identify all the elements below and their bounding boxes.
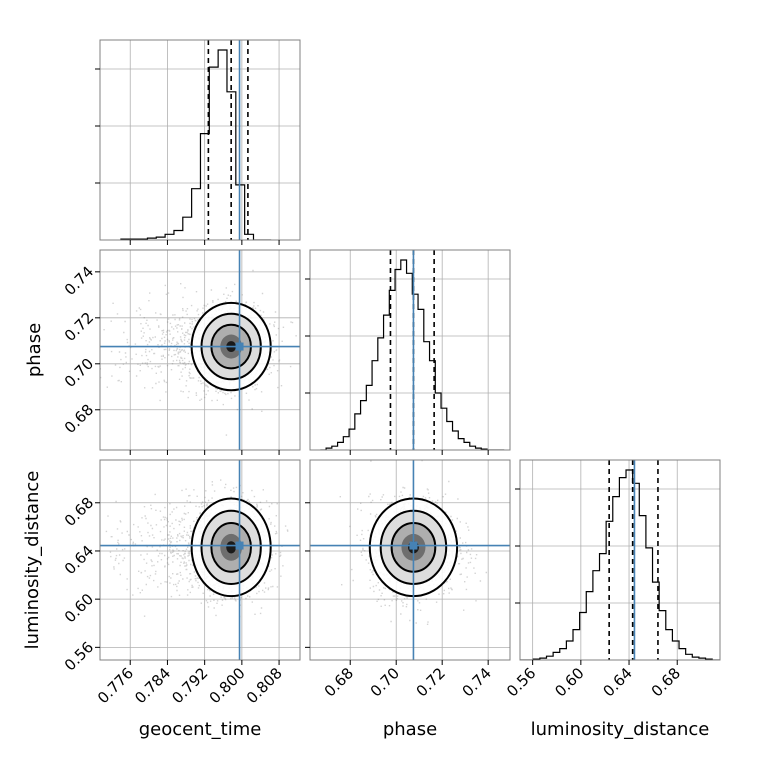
x-tick-label: 0.792 xyxy=(168,664,211,707)
panel-frame xyxy=(99,459,301,661)
density-level xyxy=(226,541,237,554)
panel-frame xyxy=(99,39,301,241)
panel-phase-geocent_time: 0.68 0.70 0.72 0.74 xyxy=(61,249,301,455)
x-tick-label: 0.72 xyxy=(413,664,449,700)
y-axis-label-luminosity-distance: luminosity_distance xyxy=(22,471,43,650)
histogram-geocent_time xyxy=(120,49,272,240)
panel-frame xyxy=(309,459,511,661)
contour-2sigma xyxy=(190,497,272,598)
panel-luminosity_distance-luminosity_distance: 0.56 0.60 0.64 0.68 xyxy=(503,459,721,700)
x-tick-label: 0.70 xyxy=(367,664,403,700)
x-tick-label: 0.68 xyxy=(648,664,684,700)
y-tick-label: 0.72 xyxy=(61,309,97,345)
histogram-phase xyxy=(320,259,505,450)
panel-frame xyxy=(519,459,721,661)
y-tick-label: 0.64 xyxy=(61,542,97,578)
grid-lines xyxy=(100,250,300,450)
x-axis-label-luminosity-distance: luminosity_distance xyxy=(531,719,710,740)
x-tick-label: 0.56 xyxy=(503,664,539,700)
panel-frame xyxy=(99,249,301,451)
y-tick-label: 0.74 xyxy=(61,263,97,299)
truth-marker xyxy=(235,541,244,550)
x-tick-label: 0.64 xyxy=(600,664,636,700)
contour-1sigma xyxy=(210,521,252,573)
histogram-luminosity_distance xyxy=(520,469,720,660)
panel-frame xyxy=(309,249,511,451)
x-tick-label: 0.808 xyxy=(243,664,286,707)
grid-lines xyxy=(520,460,720,660)
x-tick-label: 0.74 xyxy=(459,664,495,700)
panel-geocent_time-geocent_time xyxy=(95,39,301,245)
x-axis-label-geocent-time: geocent_time xyxy=(139,719,262,740)
y-tick-label: 0.68 xyxy=(61,401,97,437)
y-tick-label: 0.68 xyxy=(61,494,97,530)
contour-1.5sigma xyxy=(200,509,262,585)
y-tick-label: 0.70 xyxy=(61,355,97,391)
panel-phase-phase xyxy=(305,249,511,455)
x-axis-label-phase: phase xyxy=(383,719,437,740)
x-tick-label: 0.68 xyxy=(321,664,357,700)
x-tick-label: 0.776 xyxy=(94,664,137,707)
x-tick-label: 0.784 xyxy=(131,664,174,707)
density-fill xyxy=(191,498,271,597)
y-tick-label: 0.60 xyxy=(61,590,97,626)
y-tick-label: 0.56 xyxy=(61,638,97,674)
x-tick-label: 0.60 xyxy=(551,664,587,700)
y-axis-label-phase: phase xyxy=(24,323,45,377)
grid-lines xyxy=(310,250,510,450)
x-tick-label: 0.800 xyxy=(206,664,249,707)
truth-marker xyxy=(409,541,418,550)
panel-luminosity_distance-phase: 0.68 0.70 0.72 0.74 xyxy=(305,459,511,700)
truth-marker xyxy=(235,342,244,351)
